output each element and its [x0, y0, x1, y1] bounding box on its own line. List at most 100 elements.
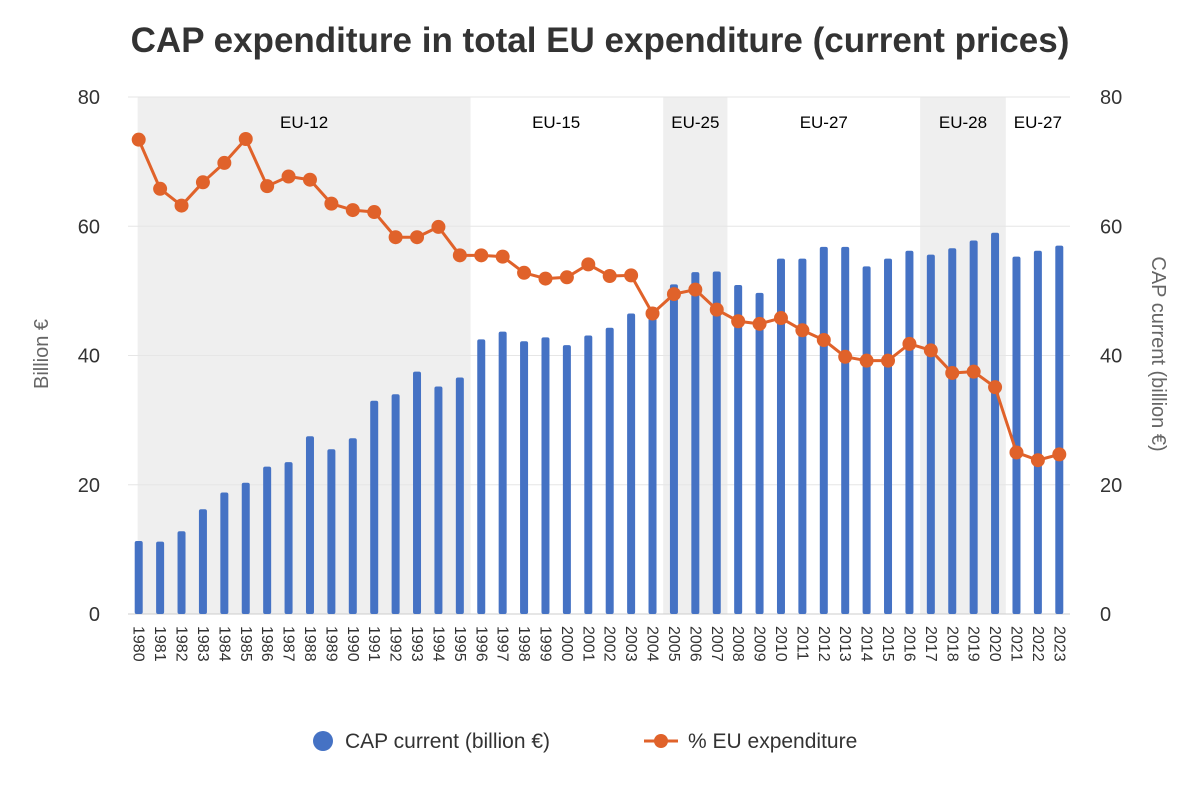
line-point-1999[interactable]	[538, 271, 553, 286]
bar-2021[interactable]	[1012, 256, 1021, 614]
bar-2014[interactable]	[862, 266, 871, 614]
line-point-2005[interactable]	[666, 287, 681, 302]
bar-2008[interactable]	[734, 285, 743, 614]
bar-1990[interactable]	[348, 438, 357, 614]
bar-2018[interactable]	[948, 248, 957, 614]
bar-2004[interactable]	[648, 307, 657, 614]
x-tick: 2009	[751, 626, 768, 662]
line-point-1983[interactable]	[195, 175, 210, 190]
line-point-1990[interactable]	[345, 203, 360, 218]
bar-2010[interactable]	[776, 258, 785, 614]
era-label: EU-25	[671, 113, 719, 132]
bar-1998[interactable]	[520, 341, 529, 614]
line-point-1995[interactable]	[452, 248, 467, 263]
bar-1989[interactable]	[327, 449, 336, 614]
bar-1982[interactable]	[177, 531, 186, 614]
bar-1995[interactable]	[455, 377, 464, 614]
line-point-1985[interactable]	[238, 132, 253, 147]
line-point-2018[interactable]	[945, 365, 960, 380]
line-point-1984[interactable]	[217, 155, 232, 170]
bar-2012[interactable]	[819, 246, 828, 614]
bar-1988[interactable]	[305, 436, 314, 614]
line-point-1992[interactable]	[388, 230, 403, 245]
bar-1999[interactable]	[541, 337, 550, 614]
line-point-1981[interactable]	[153, 181, 168, 196]
bar-1994[interactable]	[434, 386, 443, 614]
line-point-2011[interactable]	[795, 323, 810, 338]
y-tick-left: 40	[78, 346, 100, 368]
bar-1993[interactable]	[413, 371, 422, 614]
bar-2003[interactable]	[627, 313, 636, 614]
line-point-1991[interactable]	[367, 205, 382, 220]
bar-2000[interactable]	[562, 345, 571, 614]
x-tick: 2007	[708, 626, 725, 662]
bar-2011[interactable]	[798, 258, 807, 614]
bar-2015[interactable]	[884, 258, 893, 614]
bar-1991[interactable]	[370, 400, 379, 614]
legend: CAP current (billion €) % EU expenditure	[313, 730, 857, 753]
line-point-2013[interactable]	[838, 349, 853, 364]
line-point-1989[interactable]	[324, 196, 339, 211]
line-point-2002[interactable]	[602, 269, 617, 284]
line-point-2014[interactable]	[859, 353, 874, 368]
line-point-2008[interactable]	[731, 314, 746, 329]
line-point-2023[interactable]	[1052, 447, 1067, 462]
x-tick: 2016	[900, 626, 917, 662]
bar-2023[interactable]	[1055, 245, 1064, 614]
x-tick: 1992	[387, 626, 404, 662]
line-point-1980[interactable]	[131, 132, 146, 147]
bar-1992[interactable]	[391, 394, 400, 614]
line-point-2020[interactable]	[988, 380, 1003, 395]
y-tick-right: 80	[1100, 87, 1122, 109]
bar-2007[interactable]	[712, 271, 721, 614]
y-tick-left: 60	[78, 216, 100, 238]
bar-1996[interactable]	[477, 339, 486, 614]
bar-1980[interactable]	[134, 540, 143, 614]
legend-item-bars[interactable]: CAP current (billion €)	[313, 730, 550, 753]
bar-2016[interactable]	[905, 250, 914, 614]
bar-2022[interactable]	[1033, 250, 1042, 614]
line-point-2007[interactable]	[709, 302, 724, 317]
bar-1985[interactable]	[241, 482, 250, 614]
bar-2005[interactable]	[669, 284, 678, 614]
line-point-1986[interactable]	[260, 179, 275, 194]
line-point-2009[interactable]	[752, 316, 767, 331]
bar-1986[interactable]	[263, 466, 272, 614]
line-point-2019[interactable]	[966, 364, 981, 379]
line-point-2015[interactable]	[881, 353, 896, 368]
line-point-2022[interactable]	[1030, 453, 1045, 468]
line-point-1982[interactable]	[174, 198, 189, 213]
line-point-2016[interactable]	[902, 336, 917, 351]
line-point-1996[interactable]	[474, 248, 489, 263]
line-point-2000[interactable]	[559, 270, 574, 285]
line-point-2004[interactable]	[645, 306, 660, 321]
line-point-2001[interactable]	[581, 257, 596, 272]
line-point-1997[interactable]	[495, 249, 510, 264]
bar-2017[interactable]	[926, 254, 935, 614]
line-point-2006[interactable]	[688, 282, 703, 297]
line-point-1987[interactable]	[281, 169, 296, 184]
line-point-1998[interactable]	[517, 265, 532, 280]
bar-1984[interactable]	[220, 492, 229, 614]
line-point-1994[interactable]	[431, 219, 446, 234]
line-point-1988[interactable]	[302, 172, 317, 187]
legend-item-line[interactable]: % EU expenditure	[644, 730, 857, 753]
line-point-2010[interactable]	[773, 311, 788, 326]
bar-2013[interactable]	[841, 246, 850, 614]
bar-2019[interactable]	[969, 240, 978, 614]
line-point-2012[interactable]	[816, 332, 831, 347]
bar-1983[interactable]	[198, 509, 207, 614]
line-point-2017[interactable]	[923, 343, 938, 358]
line-point-2021[interactable]	[1009, 445, 1024, 460]
bar-2020[interactable]	[991, 232, 1000, 614]
bar-2001[interactable]	[584, 335, 593, 614]
bar-1981[interactable]	[156, 541, 165, 614]
bar-2006[interactable]	[691, 272, 700, 614]
bar-1987[interactable]	[284, 462, 293, 614]
x-tick: 2002	[601, 626, 618, 662]
line-point-2003[interactable]	[624, 268, 639, 283]
bar-2009[interactable]	[755, 292, 764, 614]
line-point-1993[interactable]	[410, 230, 425, 245]
bar-1997[interactable]	[498, 331, 507, 614]
bar-2002[interactable]	[605, 327, 614, 614]
